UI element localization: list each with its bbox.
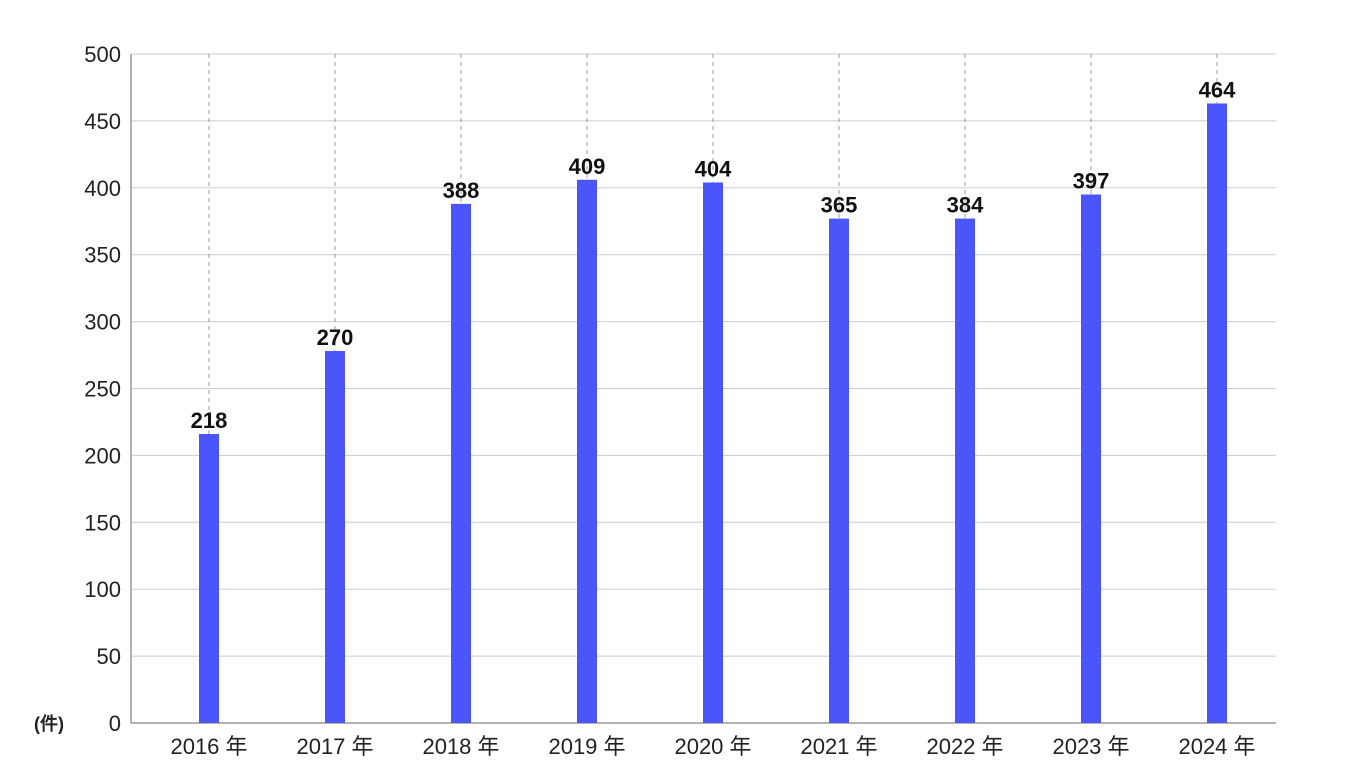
bar-8 [1207, 103, 1227, 724]
y-tick-label: 250 [84, 377, 121, 402]
bar-1 [325, 351, 345, 723]
bar-0 [199, 433, 219, 723]
bar-7 [1081, 194, 1101, 724]
y-tick-label: 50 [97, 644, 121, 669]
x-tick-label: 2022 年 [926, 734, 1003, 759]
bar-4 [703, 182, 723, 723]
data-label: 388 [443, 178, 480, 203]
y-tick-label: 100 [84, 577, 121, 602]
data-label: 384 [947, 193, 984, 218]
data-label: 218 [191, 408, 228, 433]
y-tick-label: 450 [84, 109, 121, 134]
bar-2 [451, 203, 471, 723]
data-label: 365 [821, 193, 858, 218]
bar-6 [955, 218, 975, 723]
bar-5 [829, 218, 849, 723]
data-label: 409 [569, 154, 606, 179]
data-label: 464 [1199, 78, 1236, 103]
x-tick-label: 2019 年 [548, 734, 625, 759]
x-tick-label: 2018 年 [422, 734, 499, 759]
y-tick-label: 400 [84, 176, 121, 201]
data-label: 397 [1073, 168, 1110, 193]
y-tick-label: 500 [84, 42, 121, 67]
x-tick-label: 2023 年 [1052, 734, 1129, 759]
data-label: 270 [317, 325, 354, 350]
x-tick-label: 2021 年 [800, 734, 877, 759]
y-unit-label: (件) [34, 713, 64, 734]
y-tick-label: 0 [109, 711, 121, 736]
data-label: 404 [695, 156, 732, 181]
x-tick-label: 2024 年 [1178, 734, 1255, 759]
y-tick-label: 350 [84, 243, 121, 268]
y-tick-label: 200 [84, 443, 121, 468]
bars [199, 103, 1227, 724]
bar-3 [577, 179, 597, 724]
y-tick-label: 300 [84, 310, 121, 335]
y-tick-label: 150 [84, 510, 121, 535]
x-tick-label: 2016 年 [170, 734, 247, 759]
labels: 0 50 100 150 200 250 300 350 400 450 500 218 2016 年 2… [84, 42, 1255, 759]
x-tick-label: 2020 年 [674, 734, 751, 759]
x-tick-label: 2017 年 [296, 734, 373, 759]
